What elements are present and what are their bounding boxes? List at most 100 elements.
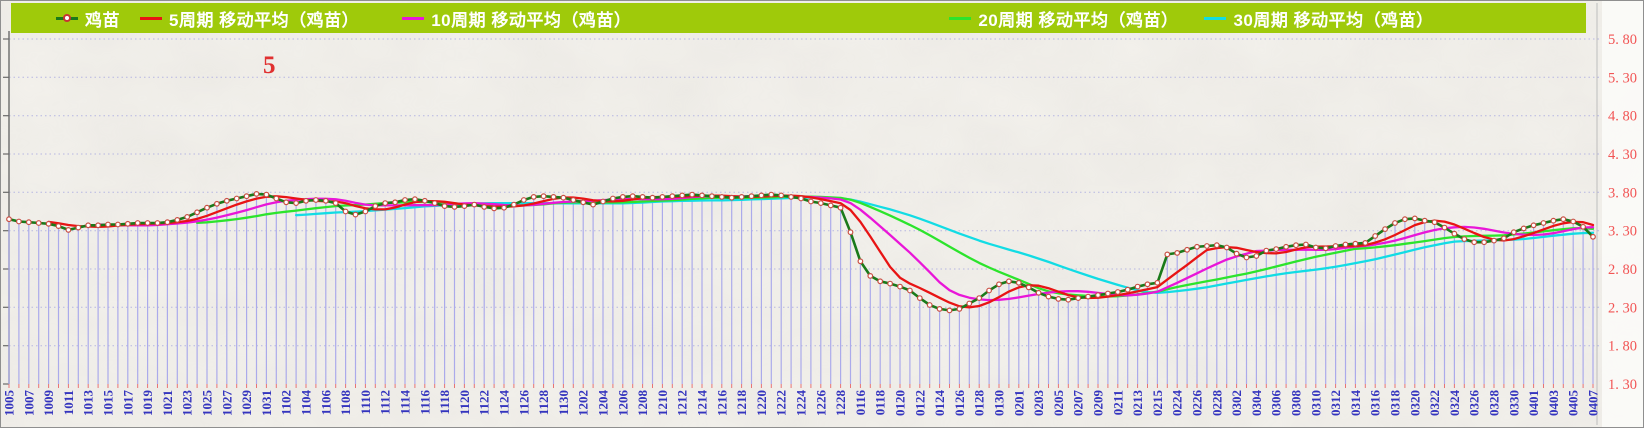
x-tick-label: 0130: [992, 390, 1007, 416]
y-tick-label: 5. 80: [1608, 32, 1637, 48]
data-point-marker: [778, 192, 785, 199]
x-tick-label: 1114: [398, 390, 413, 415]
data-point-marker: [590, 201, 596, 208]
right-margin-strip: [1602, 1, 1643, 427]
data-point-marker: [808, 198, 814, 205]
data-point-marker: [1352, 240, 1359, 247]
x-tick-label: 1013: [81, 390, 96, 417]
x-tick-label: 1110: [358, 390, 373, 415]
data-point-marker: [718, 193, 725, 200]
data-point-marker: [1491, 237, 1497, 244]
x-tick-label: 1204: [596, 390, 611, 417]
data-point-marker: [1481, 239, 1487, 246]
data-point-marker: [1560, 216, 1567, 223]
x-tick-label: 1226: [813, 390, 828, 417]
data-point-marker: [1194, 243, 1200, 250]
legend-item-label: 10周期 移动平均（鸡苗）: [431, 10, 632, 30]
data-point-marker: [827, 202, 834, 209]
x-tick-label: 0211: [1110, 390, 1125, 415]
data-point-marker: [491, 205, 498, 212]
ma5-series-line-icon: [140, 16, 162, 20]
x-tick-label: 1126: [516, 390, 531, 416]
data-point-marker: [1253, 253, 1260, 259]
data-point-marker: [144, 220, 151, 226]
x-tick-label: 0228: [1209, 390, 1224, 417]
data-point-marker: [1025, 284, 1032, 291]
data-point-marker: [798, 195, 804, 202]
data-point-marker: [1540, 220, 1547, 226]
data-point-marker: [1154, 279, 1161, 286]
x-tick-label: 0203: [1031, 390, 1046, 417]
data-point-marker: [1006, 278, 1012, 285]
data-point-marker: [1223, 244, 1230, 251]
x-tick-label: 0312: [1328, 390, 1343, 416]
x-tick-label: 0120: [893, 390, 908, 416]
data-point-marker: [362, 208, 369, 215]
data-point-marker: [907, 287, 913, 294]
x-tick-label: 0116: [853, 390, 868, 416]
y-tick-label: 5. 30: [1608, 70, 1637, 86]
x-tick-label: 1202: [576, 390, 591, 416]
data-point-marker: [768, 191, 775, 198]
data-point-marker: [421, 197, 428, 204]
data-point-marker: [629, 193, 636, 200]
data-point-marker: [1392, 220, 1398, 226]
data-point-marker: [936, 306, 943, 312]
legend-item-ma30: 30周期 移动平均（鸡苗）: [1204, 6, 1433, 31]
data-point-marker: [946, 307, 953, 314]
data-point-marker: [342, 208, 349, 215]
data-point-marker: [303, 197, 309, 204]
data-point-marker: [1174, 249, 1181, 256]
data-point-marker: [1184, 246, 1190, 253]
x-tick-label: 0316: [1368, 390, 1383, 417]
y-tick-label: 1. 80: [1608, 339, 1637, 355]
data-point-marker: [194, 209, 201, 216]
data-point-marker: [1164, 251, 1171, 258]
data-point-marker: [1570, 218, 1577, 225]
data-point-marker: [897, 283, 903, 290]
data-point-marker: [1550, 217, 1557, 224]
data-point-marker: [174, 216, 181, 223]
x-tick-label: 1025: [200, 390, 215, 417]
legend-item-label: 20周期 移动平均（鸡苗）: [978, 10, 1179, 30]
data-point-marker: [1520, 225, 1527, 232]
data-point-marker: [382, 200, 389, 207]
data-point-marker: [75, 224, 82, 231]
x-tick-label: 0318: [1388, 390, 1403, 417]
data-point-marker: [1471, 239, 1478, 246]
data-point-marker: [1213, 242, 1220, 249]
data-point-marker: [85, 222, 92, 229]
x-tick-label: 1228: [833, 390, 848, 417]
y-tick-label: 4. 30: [1608, 147, 1637, 163]
x-tick-label: 1122: [477, 390, 492, 415]
legend-item-label: 5周期 移动平均（鸡苗）: [169, 10, 360, 30]
data-point-marker: [25, 219, 32, 226]
data-point-marker: [1263, 247, 1270, 254]
data-point-marker: [709, 193, 715, 200]
legend-item-ma20: 20周期 移动平均（鸡苗）: [949, 6, 1178, 31]
data-point-marker: [55, 223, 62, 230]
data-point-marker: [649, 194, 656, 201]
data-point-marker: [501, 204, 507, 211]
data-point-marker: [35, 220, 42, 226]
x-tick-label: 0322: [1427, 390, 1442, 416]
x-tick-label: 1009: [41, 390, 56, 417]
data-point-marker: [263, 191, 270, 198]
ma30-series-line-icon: [1204, 16, 1227, 20]
data-point-marker: [1421, 217, 1428, 224]
data-point-marker: [986, 287, 992, 294]
x-tick-label: 1214: [695, 390, 710, 417]
data-point-marker: [114, 221, 121, 228]
x-tick-label: 1116: [417, 390, 432, 415]
data-point-marker: [966, 300, 973, 307]
x-tick-label: 1005: [2, 390, 17, 417]
y-tick-label: 3. 80: [1608, 185, 1637, 201]
data-point-marker: [748, 193, 755, 200]
data-point-marker: [699, 192, 705, 199]
data-point-marker: [1035, 289, 1042, 296]
data-point-marker: [728, 194, 735, 201]
data-point-marker: [887, 280, 893, 287]
data-point-marker: [560, 194, 567, 201]
data-point-marker: [154, 220, 161, 226]
